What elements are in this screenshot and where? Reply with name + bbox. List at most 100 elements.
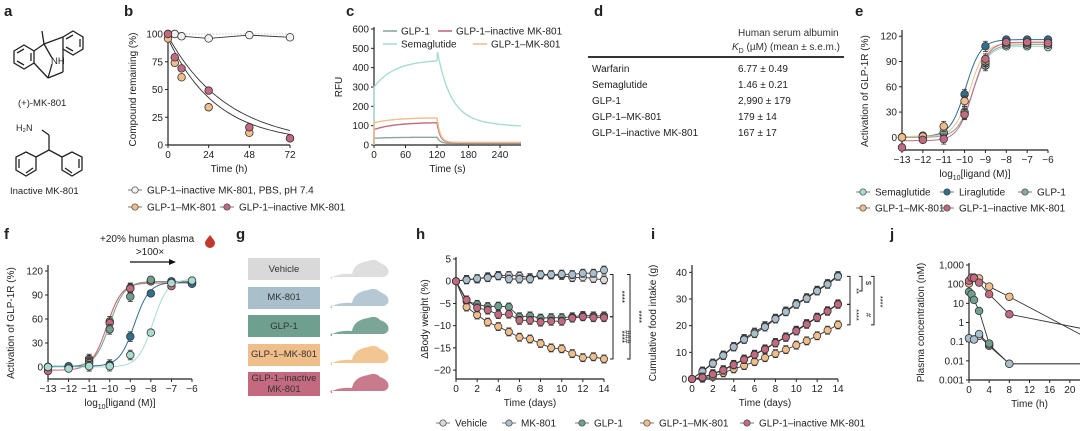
legend-mk-801-marker: [505, 419, 513, 427]
data-point: [708, 359, 717, 368]
y-tick-label: 10: [953, 299, 965, 310]
data-point: [526, 275, 535, 284]
chart-c-binding-kinetics: 0 60 120 180 240 0 100 200 300 400 500 600 Time (s) R…: [334, 25, 563, 176]
x-tick-label: 14: [832, 384, 844, 395]
group-box: GLP-1–MK-801: [248, 343, 320, 366]
chart-e-glp1r-activation: −13 −12 −11 −10 −9 −8 −7 −6 0 30 60 90 120 log10[liga…: [856, 30, 1066, 215]
legend-glp1-inactive-label: GLP-1–inactive MK-801: [959, 204, 1066, 215]
fit-curve-semaglutide: [901, 45, 1049, 138]
data-point: [568, 270, 577, 279]
legend-liraglutide-label: Liraglutide: [959, 188, 1006, 199]
data-point: [918, 135, 928, 145]
panel-letter-j: j: [890, 226, 895, 243]
y-axis-label: Activation of GLP-1R (%): [860, 35, 871, 147]
data-point: [750, 329, 759, 338]
y-tick-label: 0: [37, 363, 43, 374]
y-tick-label: −15: [434, 343, 451, 354]
data-point: [833, 300, 842, 309]
data-point: [750, 350, 759, 359]
y-axis-label: ΔBody weight (%): [420, 279, 431, 359]
data-point: [167, 278, 176, 288]
group-box: GLP-1–inactive MK-801: [248, 372, 320, 396]
sig-bracket-vehicle-glp1: [610, 274, 614, 318]
mouse-icon: [330, 316, 389, 337]
legend-pbs-label: GLP-1–inactive MK-801, PBS, pH 7.4: [147, 186, 314, 197]
data-point: [204, 86, 213, 95]
data-point: [761, 345, 770, 354]
data-point: [494, 302, 503, 311]
data-point: [526, 335, 535, 344]
data-point: [688, 374, 697, 383]
kd-table-header-line1: Human serum albumin: [738, 28, 839, 39]
y-tick-label: 100: [352, 121, 369, 132]
x-tick-label: 24: [203, 150, 215, 161]
inactive-mk801-structure: [15, 129, 83, 177]
x-tick-label: 14: [598, 384, 610, 395]
fit-curve-glp-1-mk-801: [901, 42, 1049, 138]
data-point: [781, 333, 790, 342]
data-point: [504, 275, 513, 284]
y-tick-label: 100: [947, 280, 964, 291]
x-tick-label: 12: [812, 384, 824, 395]
data-point: [204, 103, 213, 112]
data-point: [599, 266, 608, 275]
data-point: [177, 73, 186, 82]
data-point: [483, 318, 492, 327]
data-point: [494, 322, 503, 331]
data-point: [578, 353, 587, 362]
x-tick-label: −8: [145, 384, 157, 395]
data-point: [969, 295, 979, 305]
legend-vehicle-label: Vehicle: [455, 419, 488, 430]
data-point: [792, 327, 801, 336]
legend-semaglutide-marker: [859, 188, 867, 196]
fit-curve-liraglutide: [901, 39, 1049, 137]
chart-i-food-intake: 0 2 4 6 8 10 12 14 0 10 20 30 40 Time (days) Cumulativ…: [648, 265, 885, 409]
data-point: [974, 329, 984, 339]
data-point: [462, 275, 471, 284]
group-label: GLP-1–MK-801: [251, 349, 317, 360]
y-tick-label: −10: [434, 321, 451, 332]
data-point: [1043, 38, 1053, 48]
data-point: [813, 287, 822, 296]
legend-glp-1-inactive-mk-801-label: GLP-1–inactive MK-801: [759, 419, 866, 430]
legend-label: Semaglutide: [401, 40, 457, 51]
y-tick-label: 120: [26, 267, 43, 278]
y-axis-label: Compound remaining (%): [128, 33, 139, 147]
data-point: [813, 331, 822, 340]
x-tick-label: 10: [556, 384, 568, 395]
legend-glp1-inactive-marker: [223, 203, 231, 211]
legend-glp1-mk801-label: GLP-1–MK-801: [147, 203, 217, 214]
legend-glp1-label: GLP-1: [1037, 188, 1066, 199]
kd-table-header-line2: KD (µM) (mean ± s.e.m.): [732, 42, 840, 55]
x-tick-label: 12: [1024, 385, 1036, 396]
x-tick-label: −6: [1042, 155, 1054, 166]
data-point: [981, 42, 990, 51]
data-point: [750, 357, 759, 366]
sig-label: ****: [852, 309, 861, 321]
y-tick-label: 60: [32, 315, 44, 326]
x-tick-label: 8: [773, 384, 779, 395]
y-tick-label: 40: [676, 268, 688, 279]
kd-row-value: 1.46 ± 0.21: [738, 80, 788, 91]
data-point: [833, 272, 842, 281]
x-tick-label: −11: [936, 155, 953, 166]
kd-table-rule: [588, 56, 844, 58]
x-tick-label: 4: [496, 384, 502, 395]
data-point: [719, 366, 728, 375]
y-tick-label: 0: [363, 141, 369, 152]
y-axis-label: Cumulative food intake (g): [648, 265, 659, 382]
data-point: [462, 303, 471, 312]
x-tick-label: 6: [517, 384, 523, 395]
data-point: [589, 269, 598, 278]
y-tick-label: 50: [152, 85, 164, 96]
x-tick-label: 0: [371, 150, 377, 161]
legend-glp-1-mk-801-marker: [643, 419, 651, 427]
data-point: [599, 354, 608, 363]
data-point: [536, 270, 545, 279]
series-line-semaglutide: [373, 51, 522, 145]
x-axis-label: log10[ligand (M)]: [84, 398, 155, 411]
kd-row-value: 179 ± 14: [738, 112, 777, 123]
y-tick-label: 120: [880, 32, 897, 43]
x-tick-label: 6: [752, 384, 758, 395]
x-tick-label: −9: [125, 384, 137, 395]
